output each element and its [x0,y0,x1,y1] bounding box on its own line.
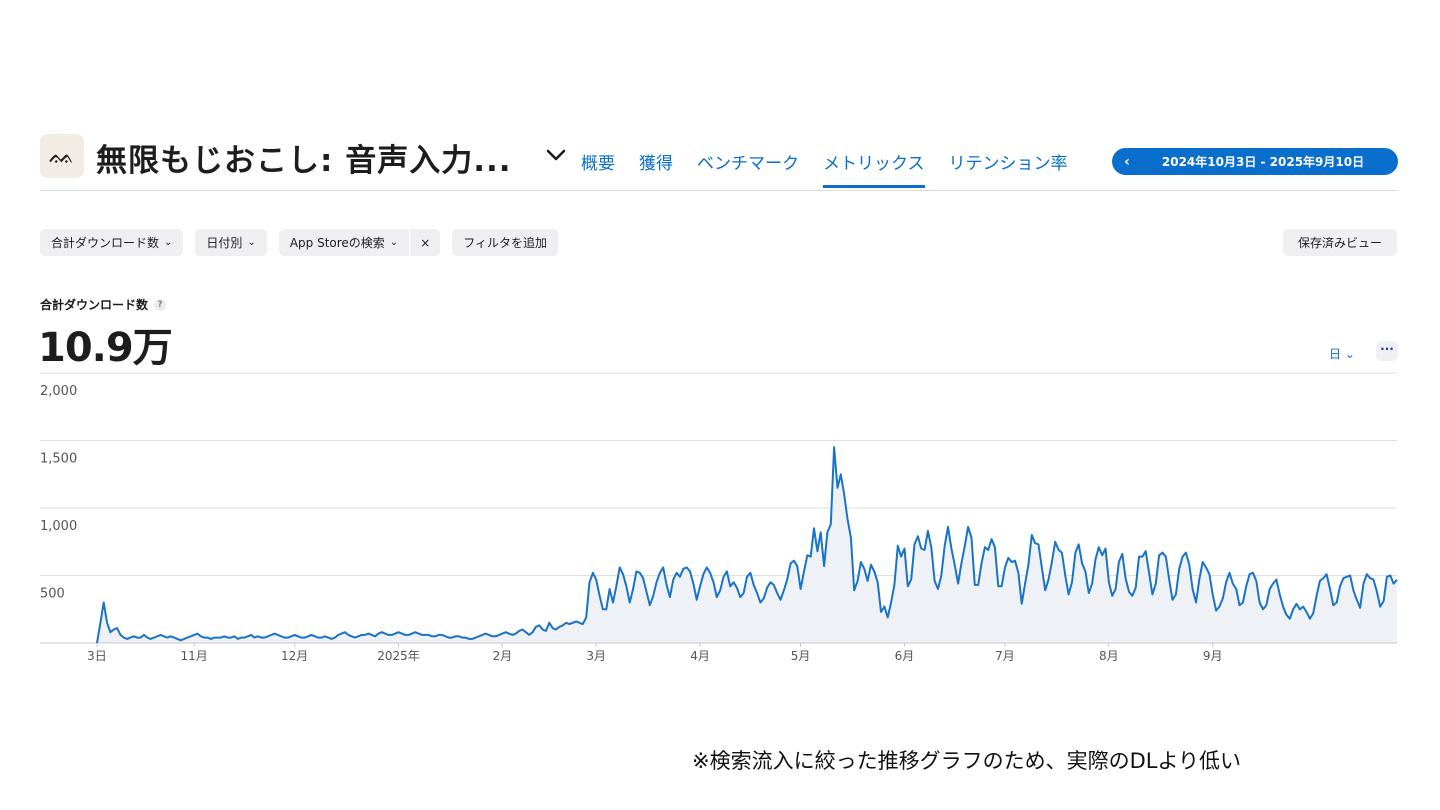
x-tick-label: 4月 [690,649,710,663]
x-tick-label: 5月 [791,649,811,663]
granularity-label: 日 [1329,347,1342,361]
footnote: ※検索流入に絞った推移グラフのため、実際のDLより低い [692,749,1242,773]
chevron-down-icon: ⌄ [1344,347,1355,361]
x-tick-label: 2025年 [377,649,420,663]
metric-title-text: 合計ダウンロード数 [40,298,149,312]
tab-benchmarks[interactable]: ベンチマーク [697,154,799,174]
source-filter-group: App Storeの検索 ⌄ × [278,229,441,256]
date-range-picker[interactable]: ‹ 2024年10月3日 - 2025年9月10日 [1112,148,1398,175]
tab-overview[interactable]: 概要 [581,154,615,174]
date-range-label: 2024年10月3日 - 2025年9月10日 [1161,155,1365,169]
metric-filter-label: 合計ダウンロード数 [51,236,160,250]
date-filter-button[interactable]: 日付別 ⌄ [195,229,267,256]
series-area [97,447,1397,643]
source-filter-button[interactable]: App Storeの検索 ⌄ [278,229,410,256]
y-tick-label: 1,500 [40,452,77,467]
help-icon[interactable]: ? [154,298,167,311]
x-tick-label: 12月 [281,649,308,663]
x-tick-label: 6月 [895,649,915,663]
x-tick-label: 11月 [181,649,208,663]
x-tick-label: 3日 [87,649,107,663]
filter-bar: 合計ダウンロード数 ⌄ 日付別 ⌄ App Storeの検索 ⌄ × フィルタを… [40,229,559,256]
chevron-down-icon: ⌄ [164,237,173,248]
close-icon: × [420,235,431,250]
x-tick-label: 9月 [1203,649,1223,663]
chevron-down-icon: ⌄ [247,237,256,248]
y-tick-label: 2,000 [40,384,77,399]
chevron-down-icon: ⌄ [389,237,399,248]
x-tick-label: 7月 [995,649,1015,663]
metric-total: 10.9万 [38,325,173,371]
app-icon: ᨐ [40,134,84,178]
add-filter-button[interactable]: フィルタを追加 [452,229,559,256]
chevron-left-icon[interactable]: ‹ [1124,153,1130,170]
source-filter-label: App Storeの検索 [289,236,385,250]
series-line [96,446,1398,644]
metric-filter-button[interactable]: 合計ダウンロード数 ⌄ [40,229,184,256]
app-header: ᨐ 無限もじおこし: 音声入力... 概要 獲得 ベンチマーク メトリックス リ… [40,132,1398,191]
date-filter-label: 日付別 [206,236,243,250]
chevron-down-icon[interactable] [543,142,569,168]
x-tick-label: 2月 [493,649,513,663]
metric-title: 合計ダウンロード数 ? [40,296,167,313]
y-tick-label: 500 [40,587,65,602]
tab-metrics[interactable]: メトリックス [823,149,925,188]
x-tick-label: 3月 [586,649,606,663]
more-options-button[interactable]: ··· [1376,341,1398,361]
tab-acquisition[interactable]: 獲得 [639,154,673,174]
tab-retention[interactable]: リテンション率 [948,154,1068,174]
remove-filter-button[interactable]: × [410,229,441,256]
granularity-selector[interactable]: 日 ⌄ [1329,345,1355,362]
saved-views-button[interactable]: 保存済みビュー [1283,229,1397,256]
app-title: 無限もじおこし: 音声入力... [96,143,512,179]
downloads-chart: 2,000 1,500 1,000 500 3日 11月 12月 2025年 2月 3月 4月 5月 6… [40,372,1398,663]
section-tabs: 概要 獲得 ベンチマーク メトリックス リテンション率 [581,149,1068,188]
y-tick-label: 1,000 [40,519,77,534]
x-tick-label: 8月 [1099,649,1119,663]
